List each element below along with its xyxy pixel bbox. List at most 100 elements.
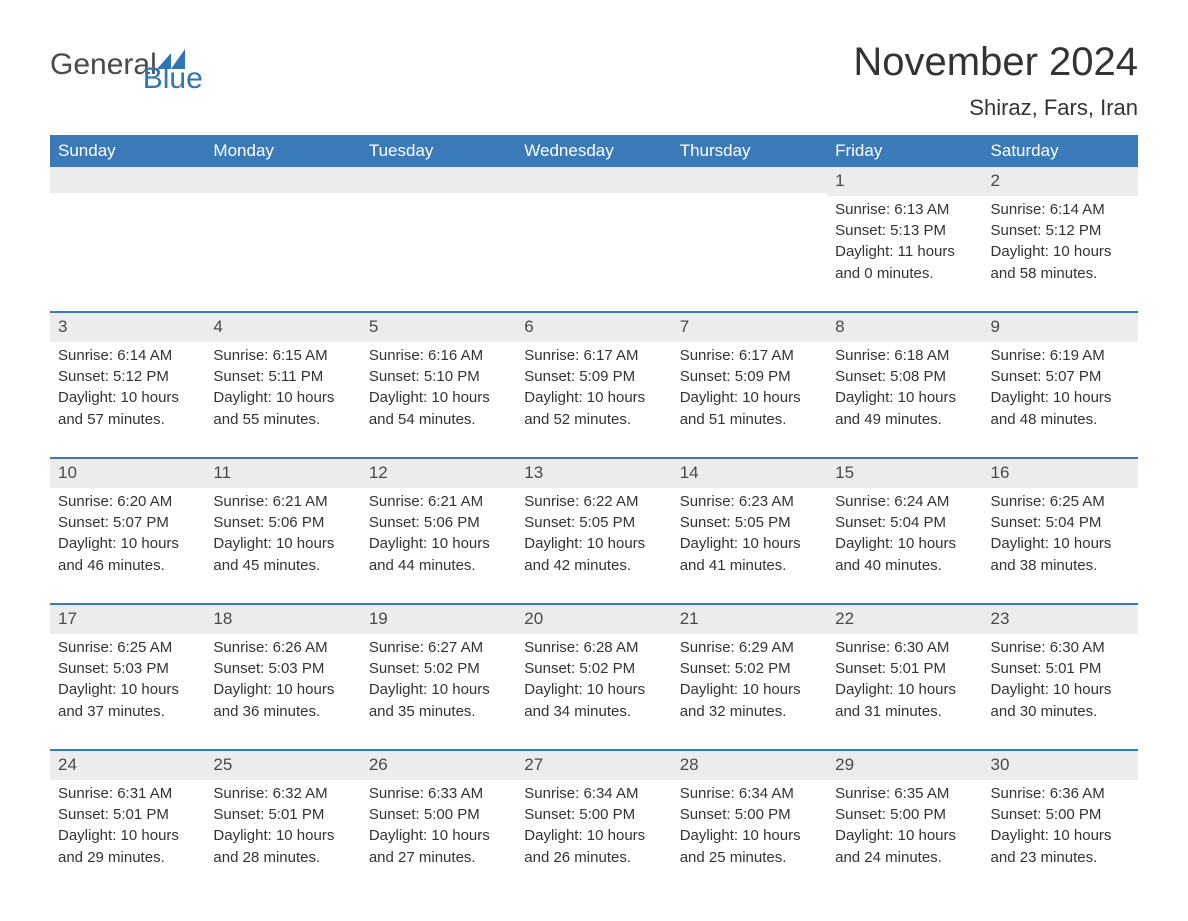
sunset-label: Sunset: 5:02 PM [680,659,819,679]
daylight-label: Daylight: 10 hours [58,826,197,846]
sunset-label: Sunset: 5:08 PM [835,367,974,387]
sunset-label: Sunset: 5:01 PM [58,805,197,825]
daylight-label: Daylight: 10 hours [369,680,508,700]
daylight-label: and 23 minutes. [991,848,1130,868]
sunrise-label: Sunrise: 6:23 AM [680,492,819,512]
day-number: 30 [983,751,1138,780]
sunrise-label: Sunrise: 6:13 AM [835,200,974,220]
calendar-cell: 15Sunrise: 6:24 AMSunset: 5:04 PMDayligh… [827,459,982,589]
day-number: 25 [205,751,360,780]
day-number: 3 [50,313,205,342]
sunrise-label: Sunrise: 6:21 AM [369,492,508,512]
day-number: 4 [205,313,360,342]
sunrise-label: Sunrise: 6:14 AM [58,346,197,366]
sunrise-label: Sunrise: 6:17 AM [680,346,819,366]
sunset-label: Sunset: 5:04 PM [835,513,974,533]
daylight-label: Daylight: 10 hours [213,388,352,408]
calendar-cell: 13Sunrise: 6:22 AMSunset: 5:05 PMDayligh… [516,459,671,589]
sunset-label: Sunset: 5:06 PM [213,513,352,533]
sunrise-label: Sunrise: 6:22 AM [524,492,663,512]
day-number: 6 [516,313,671,342]
day-number: 23 [983,605,1138,634]
page-header: General Blue November 2024 Shiraz, Fars,… [50,40,1138,129]
sunset-label: Sunset: 5:09 PM [524,367,663,387]
day-number: 26 [361,751,516,780]
sunrise-label: Sunrise: 6:31 AM [58,784,197,804]
daylight-label: Daylight: 10 hours [58,388,197,408]
day-header: Thursday [672,135,827,167]
calendar-cell [205,167,360,297]
day-header: Tuesday [361,135,516,167]
day-number: 16 [983,459,1138,488]
daylight-label: and 36 minutes. [213,702,352,722]
sunset-label: Sunset: 5:01 PM [213,805,352,825]
daylight-label: and 31 minutes. [835,702,974,722]
sunrise-label: Sunrise: 6:16 AM [369,346,508,366]
sunrise-label: Sunrise: 6:34 AM [524,784,663,804]
daylight-label: and 58 minutes. [991,264,1130,284]
sunset-label: Sunset: 5:00 PM [369,805,508,825]
daylight-label: and 49 minutes. [835,410,974,430]
calendar-week: 1Sunrise: 6:13 AMSunset: 5:13 PMDaylight… [50,167,1138,297]
daylight-label: Daylight: 10 hours [835,388,974,408]
daylight-label: and 37 minutes. [58,702,197,722]
sunrise-label: Sunrise: 6:15 AM [213,346,352,366]
day-number [205,167,360,193]
day-number [516,167,671,193]
calendar-cell: 7 Sunrise: 6:17 AMSunset: 5:09 PMDaylight… [672,313,827,443]
daylight-label: Daylight: 10 hours [58,534,197,554]
daylight-label: Daylight: 10 hours [524,534,663,554]
calendar-cell [516,167,671,297]
day-number: 29 [827,751,982,780]
daylight-label: Daylight: 10 hours [835,826,974,846]
daylight-label: and 25 minutes. [680,848,819,868]
sunrise-label: Sunrise: 6:36 AM [991,784,1130,804]
daylight-label: Daylight: 11 hours [835,242,974,262]
sunset-label: Sunset: 5:04 PM [991,513,1130,533]
sunset-label: Sunset: 5:05 PM [680,513,819,533]
calendar-cell: 30Sunrise: 6:36 AMSunset: 5:00 PMDayligh… [983,751,1138,881]
sunset-label: Sunset: 5:03 PM [213,659,352,679]
daylight-label: Daylight: 10 hours [680,388,819,408]
daylight-label: and 45 minutes. [213,556,352,576]
calendar-cell: 23Sunrise: 6:30 AMSunset: 5:01 PMDayligh… [983,605,1138,735]
daylight-label: Daylight: 10 hours [680,534,819,554]
daylight-label: and 0 minutes. [835,264,974,284]
sunset-label: Sunset: 5:01 PM [991,659,1130,679]
sunset-label: Sunset: 5:00 PM [835,805,974,825]
sunset-label: Sunset: 5:07 PM [58,513,197,533]
daylight-label: Daylight: 10 hours [524,388,663,408]
sunset-label: Sunset: 5:09 PM [680,367,819,387]
daylight-label: Daylight: 10 hours [213,534,352,554]
day-number: 7 [672,313,827,342]
day-number: 8 [827,313,982,342]
calendar-cell: 9Sunrise: 6:19 AMSunset: 5:07 PMDaylight… [983,313,1138,443]
sunrise-label: Sunrise: 6:26 AM [213,638,352,658]
day-number: 22 [827,605,982,634]
daylight-label: and 55 minutes. [213,410,352,430]
daylight-label: Daylight: 10 hours [369,826,508,846]
sunset-label: Sunset: 5:07 PM [991,367,1130,387]
calendar-cell: 26Sunrise: 6:33 AMSunset: 5:00 PMDayligh… [361,751,516,881]
daylight-label: and 30 minutes. [991,702,1130,722]
daylight-label: and 41 minutes. [680,556,819,576]
day-number: 14 [672,459,827,488]
calendar-cell: 27Sunrise: 6:34 AMSunset: 5:00 PMDayligh… [516,751,671,881]
sunrise-label: Sunrise: 6:35 AM [835,784,974,804]
sunrise-label: Sunrise: 6:19 AM [991,346,1130,366]
sunset-label: Sunset: 5:12 PM [58,367,197,387]
sunset-label: Sunset: 5:01 PM [835,659,974,679]
title-block: November 2024 Shiraz, Fars, Iran [853,40,1138,129]
sunrise-label: Sunrise: 6:30 AM [991,638,1130,658]
sunrise-label: Sunrise: 6:27 AM [369,638,508,658]
calendar-cell: 21Sunrise: 6:29 AMSunset: 5:02 PMDayligh… [672,605,827,735]
sunset-label: Sunset: 5:13 PM [835,221,974,241]
logo-text-general: General [50,48,157,82]
calendar-cell: 19Sunrise: 6:27 AMSunset: 5:02 PMDayligh… [361,605,516,735]
daylight-label: and 42 minutes. [524,556,663,576]
day-header: Sunday [50,135,205,167]
day-number [672,167,827,193]
day-header: Monday [205,135,360,167]
daylight-label: and 52 minutes. [524,410,663,430]
sunset-label: Sunset: 5:00 PM [680,805,819,825]
